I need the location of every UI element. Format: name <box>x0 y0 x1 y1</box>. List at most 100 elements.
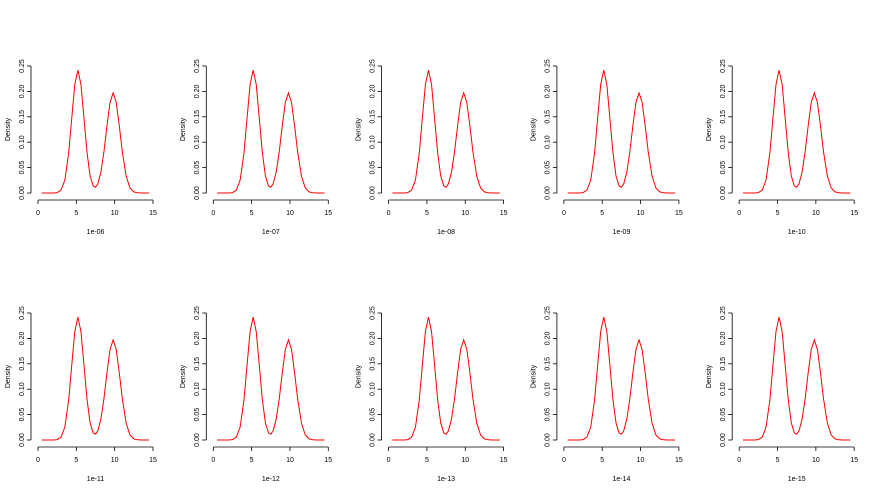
x-tick-label: 0 <box>562 457 566 464</box>
y-tick-label: 0.05 <box>720 408 727 422</box>
x-tick-label: 10 <box>111 457 119 464</box>
x-tick-label: 0 <box>36 457 40 464</box>
y-tick-label: 0.25 <box>545 59 552 73</box>
y-tick-label: 0.00 <box>19 186 26 200</box>
x-tick-label: 15 <box>500 457 508 464</box>
y-tick-label: 0.05 <box>545 408 552 422</box>
x-tick-label: 0 <box>387 210 391 217</box>
y-axis-label: Density <box>355 117 362 141</box>
y-tick-label: 0.25 <box>194 306 201 320</box>
x-axis-label: 1e-11 <box>87 476 104 483</box>
y-tick-label: 0.00 <box>369 186 376 200</box>
y-tick-label: 0.05 <box>194 161 201 175</box>
y-tick-label: 0.05 <box>369 161 376 175</box>
density-line <box>392 316 500 441</box>
x-tick-label: 0 <box>562 210 566 217</box>
y-tick-label: 0.20 <box>369 331 376 345</box>
y-tick-label: 0.15 <box>369 110 376 124</box>
x-tick-label: 15 <box>500 210 508 217</box>
x-axis-label: 1e-14 <box>612 476 630 483</box>
y-tick-label: 0.25 <box>369 59 376 73</box>
density-line <box>41 316 150 441</box>
x-tick-label: 15 <box>850 210 858 217</box>
density-line <box>217 69 325 194</box>
y-tick-label: 0.10 <box>369 135 376 149</box>
y-tick-label: 0.05 <box>19 161 26 175</box>
density-line <box>743 69 851 194</box>
y-axis-label: Density <box>531 364 538 388</box>
y-axis-label: Density <box>355 364 362 388</box>
x-tick-label: 0 <box>36 210 40 217</box>
x-tick-label: 0 <box>737 210 741 217</box>
y-tick-label: 0.25 <box>720 306 727 320</box>
x-tick-label: 5 <box>425 210 429 217</box>
y-tick-label: 0.20 <box>194 331 201 345</box>
y-tick-label: 0.25 <box>19 306 26 320</box>
y-tick-label: 0.00 <box>194 433 201 447</box>
y-tick-label: 0.05 <box>720 161 727 175</box>
x-axis-label: 1e-12 <box>262 476 280 483</box>
x-tick-label: 5 <box>776 210 780 217</box>
x-tick-label: 10 <box>812 210 820 217</box>
x-tick-label: 5 <box>600 210 604 217</box>
x-tick-label: 15 <box>149 457 157 464</box>
y-tick-label: 0.00 <box>194 186 201 200</box>
x-axis-label: 1e-06 <box>87 229 105 236</box>
y-tick-label: 0.10 <box>545 135 552 149</box>
y-tick-label: 0.20 <box>19 84 26 98</box>
y-tick-label: 0.25 <box>194 59 201 73</box>
x-tick-label: 10 <box>461 457 469 464</box>
y-axis-label: Density <box>531 117 538 141</box>
y-tick-label: 0.00 <box>720 433 727 447</box>
y-tick-label: 0.15 <box>545 110 552 124</box>
y-tick-label: 0.05 <box>545 161 552 175</box>
y-tick-label: 0.05 <box>369 408 376 422</box>
y-tick-label: 0.25 <box>720 59 727 73</box>
x-tick-label: 5 <box>74 457 78 464</box>
y-tick-label: 0.10 <box>19 135 26 149</box>
y-axis-label: Density <box>180 117 187 141</box>
density-line <box>567 69 676 194</box>
x-axis-label: 1e-13 <box>437 476 455 483</box>
x-tick-label: 10 <box>286 457 294 464</box>
x-axis-label: 1e-08 <box>437 229 455 236</box>
x-tick-label: 0 <box>387 457 391 464</box>
y-tick-label: 0.00 <box>369 433 376 447</box>
x-tick-label: 0 <box>737 457 741 464</box>
y-tick-label: 0.10 <box>19 382 26 396</box>
x-tick-label: 15 <box>850 457 858 464</box>
density-line <box>392 69 500 194</box>
y-tick-label: 0.10 <box>194 135 201 149</box>
y-tick-label: 0.00 <box>545 186 552 200</box>
x-tick-label: 15 <box>324 210 332 217</box>
y-tick-label: 0.20 <box>545 331 552 345</box>
y-axis-label: Density <box>706 117 713 141</box>
y-tick-label: 0.10 <box>369 382 376 396</box>
y-tick-label: 0.20 <box>369 84 376 98</box>
x-tick-label: 0 <box>211 210 215 217</box>
y-tick-label: 0.00 <box>19 433 26 447</box>
y-tick-label: 0.15 <box>19 357 26 371</box>
y-tick-label: 0.10 <box>720 382 727 396</box>
y-tick-label: 0.15 <box>19 110 26 124</box>
x-tick-label: 10 <box>461 210 469 217</box>
y-tick-label: 0.15 <box>369 357 376 371</box>
x-tick-label: 10 <box>637 457 645 464</box>
x-tick-label: 15 <box>324 457 332 464</box>
y-tick-label: 0.15 <box>720 357 727 371</box>
y-tick-label: 0.20 <box>545 84 552 98</box>
x-axis-label: 1e-09 <box>612 229 630 236</box>
x-tick-label: 10 <box>637 210 645 217</box>
y-tick-label: 0.15 <box>545 357 552 371</box>
y-tick-label: 0.05 <box>19 408 26 422</box>
density-line <box>41 69 150 194</box>
y-tick-label: 0.10 <box>545 382 552 396</box>
y-tick-label: 0.20 <box>720 84 727 98</box>
y-tick-label: 0.05 <box>194 408 201 422</box>
x-tick-label: 10 <box>286 210 294 217</box>
y-tick-label: 0.20 <box>19 331 26 345</box>
density-line <box>567 316 676 441</box>
y-axis-label: Density <box>180 364 187 388</box>
x-tick-label: 10 <box>111 210 119 217</box>
